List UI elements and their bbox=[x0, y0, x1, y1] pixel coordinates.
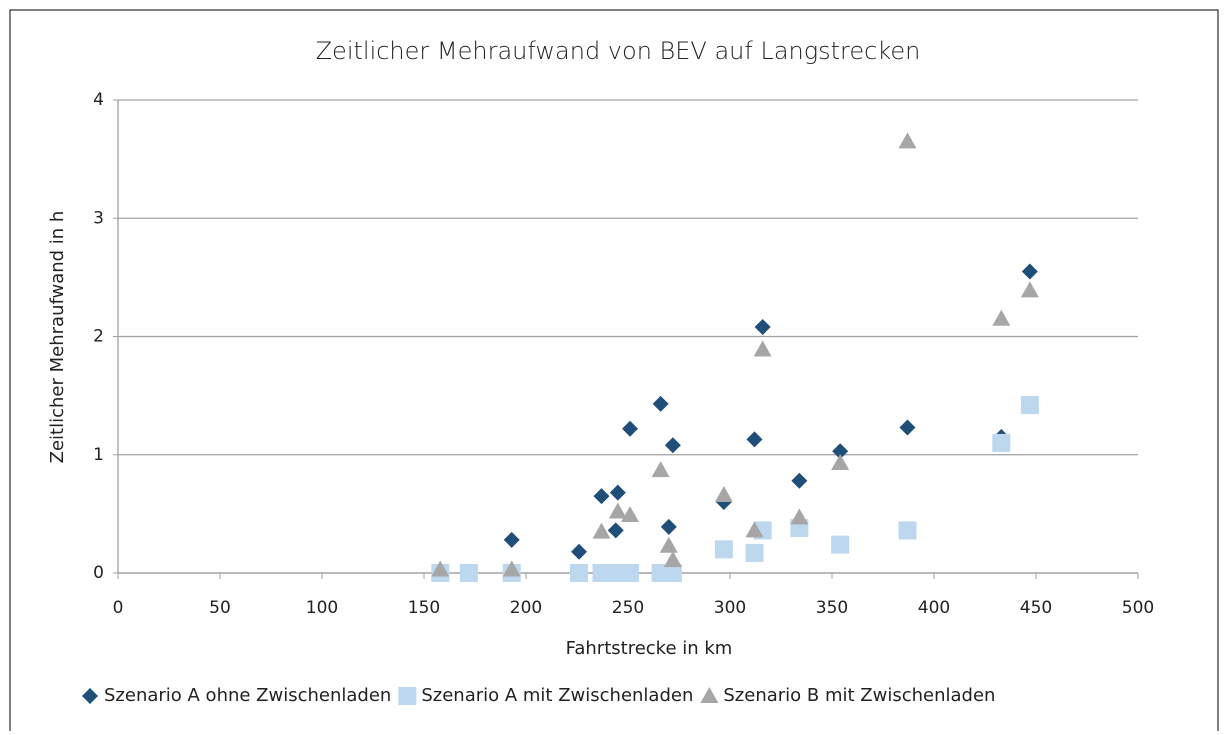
legend-marker bbox=[82, 688, 98, 704]
y-tick-label: 1 bbox=[93, 445, 104, 465]
point bbox=[663, 564, 682, 582]
x-tick-label: 400 bbox=[918, 598, 950, 618]
x-tick-label: 100 bbox=[306, 598, 338, 618]
point bbox=[621, 506, 640, 523]
x-tick-label: 450 bbox=[1020, 598, 1052, 618]
legend-label: Szenario A mit Zwischenladen bbox=[421, 685, 693, 706]
point bbox=[992, 309, 1011, 326]
point bbox=[503, 531, 520, 548]
point bbox=[1021, 263, 1038, 280]
point bbox=[898, 521, 917, 540]
point bbox=[791, 472, 808, 489]
point bbox=[651, 461, 670, 478]
point bbox=[1020, 281, 1039, 298]
x-tick-label: 250 bbox=[612, 598, 644, 618]
point bbox=[621, 564, 640, 582]
point bbox=[571, 543, 588, 560]
point bbox=[831, 454, 850, 471]
point bbox=[663, 550, 682, 567]
x-tick-label: 0 bbox=[113, 598, 124, 618]
point bbox=[608, 502, 627, 519]
legend-label: Szenario A ohne Zwischenladen bbox=[104, 685, 391, 706]
point bbox=[502, 560, 521, 577]
y-axis-title: Zeitlicher Mehraufwand in h bbox=[47, 211, 68, 464]
point bbox=[593, 488, 610, 505]
x-tick-label: 150 bbox=[408, 598, 440, 618]
point bbox=[664, 437, 681, 454]
chart-title: Zeitlicher Mehraufwand von BEV auf Langs… bbox=[316, 37, 921, 65]
point bbox=[992, 433, 1011, 452]
x-tick-label: 300 bbox=[714, 598, 746, 618]
y-tick-label: 0 bbox=[93, 563, 104, 583]
point bbox=[753, 340, 772, 357]
point bbox=[659, 536, 678, 553]
x-axis-title: Fahrtstrecke in km bbox=[566, 638, 733, 659]
y-tick-label: 3 bbox=[93, 208, 104, 228]
x-tick-label: 50 bbox=[209, 598, 231, 618]
point bbox=[831, 535, 850, 554]
point bbox=[622, 420, 639, 437]
point bbox=[592, 522, 611, 539]
point bbox=[754, 319, 771, 336]
legend-marker bbox=[398, 687, 417, 705]
point bbox=[745, 521, 764, 538]
point bbox=[899, 419, 916, 436]
legend-label: Szenario B mit Zwischenladen bbox=[723, 685, 995, 706]
point bbox=[609, 484, 626, 501]
point bbox=[1020, 396, 1039, 415]
x-tick-label: 500 bbox=[1122, 598, 1154, 618]
point bbox=[607, 522, 624, 539]
point bbox=[790, 508, 809, 525]
chart-border bbox=[9, 9, 1219, 731]
point bbox=[570, 564, 589, 582]
point bbox=[898, 132, 917, 149]
point bbox=[592, 564, 611, 582]
point bbox=[660, 518, 677, 535]
y-tick-label: 4 bbox=[93, 90, 104, 110]
point bbox=[459, 564, 478, 582]
point bbox=[714, 485, 733, 502]
point bbox=[746, 431, 763, 448]
point bbox=[714, 540, 733, 559]
legend-marker bbox=[700, 687, 719, 703]
x-tick-label: 350 bbox=[816, 598, 848, 618]
point bbox=[832, 443, 849, 460]
point bbox=[652, 395, 669, 412]
point bbox=[745, 543, 764, 562]
point bbox=[431, 560, 450, 577]
x-tick-label: 200 bbox=[510, 598, 542, 618]
y-tick-label: 2 bbox=[93, 327, 104, 347]
